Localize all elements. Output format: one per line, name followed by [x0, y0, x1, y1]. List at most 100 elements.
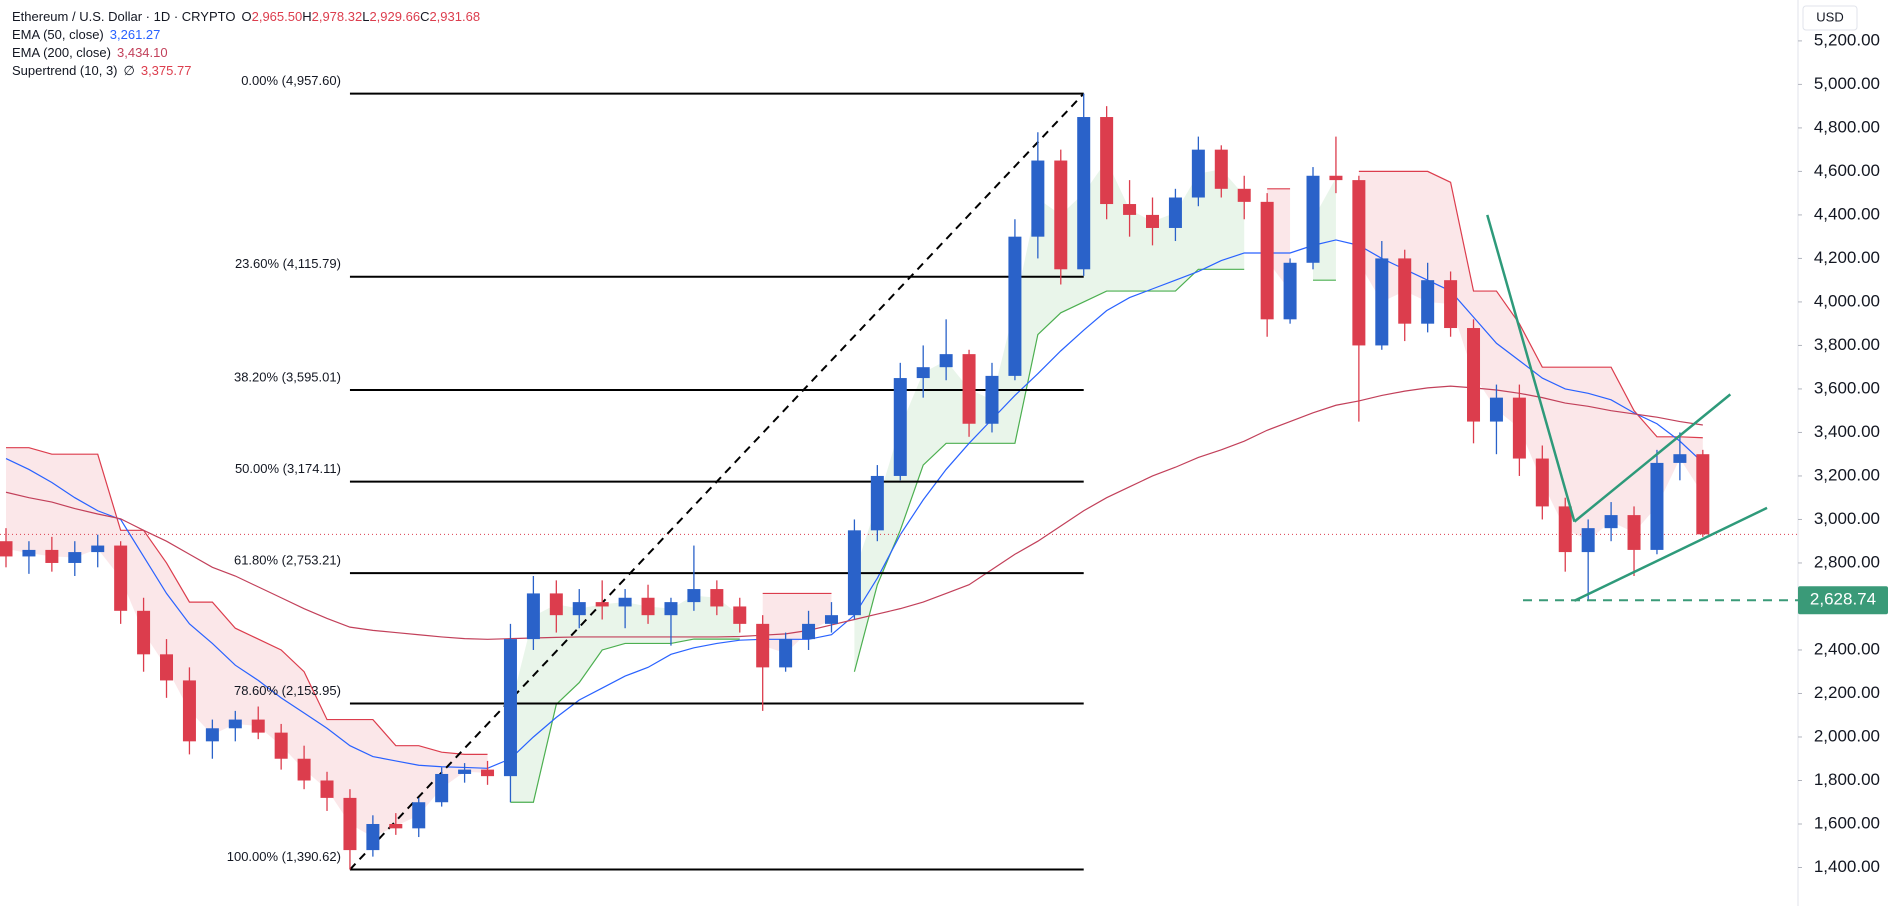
candle-body: [572, 602, 586, 616]
candle-body: [205, 728, 219, 742]
fib-label: 100.00% (1,390.62): [227, 849, 341, 864]
price-tag-label: 2,628.74: [1810, 590, 1876, 609]
indicator-value: 3,261.27: [110, 27, 161, 42]
currency[interactable]: USD: [1816, 9, 1843, 24]
supertrend-line: [510, 638, 740, 803]
trendline: [1486, 214, 1576, 522]
candle-body: [481, 769, 495, 777]
candle-body: [22, 549, 36, 557]
supertrend-fill: [6, 447, 488, 838]
y-tick-label: 1,400.00: [1814, 857, 1880, 876]
candle-body: [1581, 528, 1595, 553]
candle-body: [733, 606, 747, 624]
candle-body: [297, 758, 311, 781]
candle-body: [1375, 258, 1389, 346]
candle-body: [503, 639, 517, 777]
ohlc-name: H: [302, 9, 311, 24]
candle-body: [1421, 280, 1435, 324]
candle-body: [756, 623, 770, 668]
candle-body: [412, 802, 426, 829]
header-line: Ethereum / U.S. Dollar · 1D · CRYPTO O2,9…: [12, 9, 480, 24]
candle-body: [0, 541, 13, 557]
ohlc-value: 2,929.66: [369, 9, 420, 24]
y-tick-label: 2,000.00: [1814, 726, 1880, 745]
candle-body: [1008, 236, 1022, 376]
candle-body: [1260, 201, 1274, 320]
supertrend-fill: [762, 593, 832, 654]
candle-body: [1696, 454, 1710, 535]
candle-body: [182, 680, 196, 742]
fib-label: 61.80% (2,753.21): [234, 553, 341, 568]
supertrend-line: [1358, 170, 1703, 439]
candle-body: [435, 773, 449, 803]
trendline: [1573, 506, 1768, 602]
candle-body: [1467, 328, 1481, 422]
indicator-value: 3,434.10: [117, 45, 168, 60]
candle-body: [1123, 204, 1137, 215]
candle-body: [1306, 175, 1320, 263]
candle-body: [1237, 188, 1251, 202]
candle-body: [1146, 214, 1159, 228]
indicator-name: EMA (200, close): [12, 45, 111, 60]
candle-body: [45, 549, 59, 563]
candle-body: [320, 780, 334, 798]
indicator-name: EMA (50, close): [12, 27, 104, 42]
supertrend-fill: [1358, 171, 1703, 541]
candle-body: [1650, 462, 1664, 550]
trendline: [1573, 393, 1732, 523]
candle-body: [1604, 515, 1618, 529]
candle-body: [1054, 160, 1068, 270]
y-tick-label: 4,400.00: [1814, 204, 1880, 223]
candle-body: [549, 593, 563, 616]
candle-body: [710, 589, 724, 607]
y-tick-label: 2,200.00: [1814, 683, 1880, 702]
candle-body: [1627, 515, 1641, 550]
y-tick-label: 3,800.00: [1814, 335, 1880, 354]
y-tick-label: 3,400.00: [1814, 422, 1880, 441]
indicator-legend: EMA (200, close) 3,434.10: [12, 45, 168, 60]
candle-body: [893, 378, 907, 476]
indicator-name: Supertrend (10, 3): [12, 63, 118, 78]
candle-body: [1329, 175, 1343, 181]
indicator-symbol: ∅: [124, 63, 135, 78]
fib-trend: [349, 92, 1085, 871]
candle-body: [1512, 397, 1526, 459]
supertrend-fill: [854, 160, 1245, 672]
ohlc-value: 2,965.50: [252, 9, 303, 24]
candle-body: [137, 610, 151, 655]
price-tag: [1798, 586, 1888, 615]
y-tick-label: 3,600.00: [1814, 378, 1880, 397]
candle-body: [114, 545, 128, 611]
candle-body: [343, 797, 357, 851]
y-tick-label: 4,600.00: [1814, 161, 1880, 180]
candle-body: [1352, 180, 1366, 346]
candle-body: [847, 530, 861, 616]
candle-body: [1558, 506, 1572, 553]
candle-body: [91, 545, 105, 553]
fib-label: 50.00% (3,174.11): [235, 461, 341, 476]
supertrend-line: [6, 447, 488, 755]
candle-body: [595, 602, 609, 607]
candle-body: [458, 769, 472, 774]
currency-box[interactable]: [1802, 5, 1858, 31]
candle-body: [389, 823, 403, 829]
candle-body: [1031, 160, 1045, 237]
candle-body: [618, 597, 632, 607]
candle-body: [641, 597, 655, 616]
candle-body: [68, 552, 82, 563]
y-tick-label: 1,600.00: [1814, 813, 1880, 832]
candle-body: [664, 602, 678, 616]
indicator-value: 3,375.77: [141, 63, 192, 78]
candle-body: [687, 589, 701, 603]
y-tick-label: 2,800.00: [1814, 552, 1880, 571]
y-tick-label: 5,000.00: [1814, 74, 1880, 93]
ohlc-name: C: [420, 9, 429, 24]
candle-body: [1077, 117, 1091, 270]
candle-body: [779, 639, 793, 668]
candle-body: [1673, 454, 1687, 463]
candle-body: [1444, 280, 1458, 329]
candle-body: [962, 354, 976, 424]
symbol-title: Ethereum / U.S. Dollar · 1D · CRYPTO: [12, 9, 235, 24]
supertrend-line: [853, 268, 1245, 672]
